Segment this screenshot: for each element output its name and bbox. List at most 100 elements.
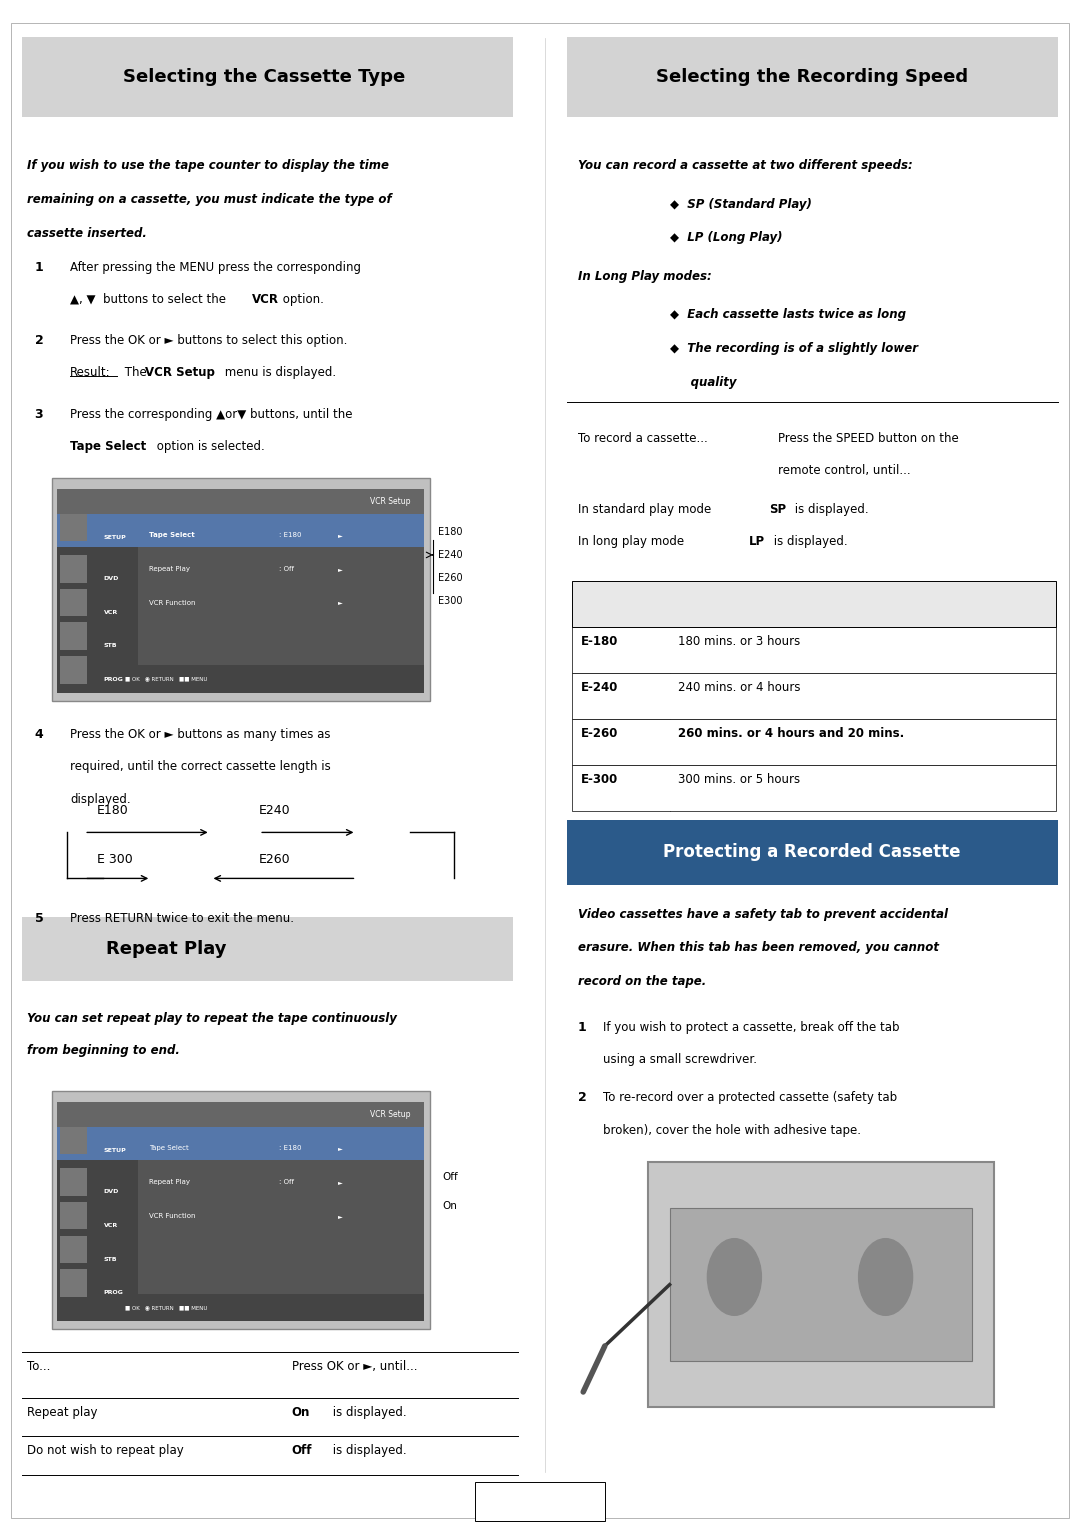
Text: The: The xyxy=(121,366,150,379)
Text: If you wish to use the tape counter to display the time: If you wish to use the tape counter to d… xyxy=(27,159,389,172)
Bar xyxy=(670,1208,972,1361)
Text: is displayed.: is displayed. xyxy=(791,503,868,515)
Text: PROG: PROG xyxy=(104,1291,123,1295)
Text: Selecting the Recording Speed: Selecting the Recording Speed xyxy=(656,67,969,86)
Text: E180: E180 xyxy=(97,805,129,817)
Text: 240 mins. or 4 hours: 240 mins. or 4 hours xyxy=(678,681,800,693)
Bar xyxy=(57,489,424,517)
Text: Repeat Play: Repeat Play xyxy=(149,566,190,572)
Bar xyxy=(60,1127,87,1154)
Text: Press the SPEED button on the: Press the SPEED button on the xyxy=(778,432,958,445)
Text: E-240: E-240 xyxy=(581,681,619,693)
Text: Repeat play: Repeat play xyxy=(27,1406,97,1418)
Circle shape xyxy=(707,1239,761,1315)
Text: If you wish to protect a cassette, break off the tab: If you wish to protect a cassette, break… xyxy=(603,1021,900,1033)
Bar xyxy=(572,673,1056,719)
Text: E-300: E-300 xyxy=(581,773,618,785)
Text: SETUP: SETUP xyxy=(104,1148,126,1153)
Text: In Long Play modes:: In Long Play modes: xyxy=(578,270,712,282)
Text: Off: Off xyxy=(443,1173,459,1182)
Text: 3: 3 xyxy=(35,408,43,420)
Text: Repeat Play: Repeat Play xyxy=(106,940,227,958)
Text: Off: Off xyxy=(292,1444,312,1456)
Bar xyxy=(572,719,1056,765)
Text: E260: E260 xyxy=(438,573,463,583)
Text: Press OK or ►, until...: Press OK or ►, until... xyxy=(292,1360,417,1372)
Text: required, until the correct cassette length is: required, until the correct cassette len… xyxy=(70,760,330,773)
Text: Do not wish to repeat play: Do not wish to repeat play xyxy=(27,1444,184,1456)
Text: ►: ► xyxy=(338,567,342,572)
Bar xyxy=(57,532,138,693)
Text: ■ OK   ◉ RETURN   ■■ MENU: ■ OK ◉ RETURN ■■ MENU xyxy=(125,1305,207,1311)
Text: E-260: E-260 xyxy=(581,727,619,739)
Bar xyxy=(57,1127,424,1160)
Text: ◆  Each cassette lasts twice as long: ◆ Each cassette lasts twice as long xyxy=(670,308,906,320)
Text: STB: STB xyxy=(104,1257,118,1262)
Text: : Off: : Off xyxy=(279,566,294,572)
Text: E260: E260 xyxy=(259,854,291,866)
Bar xyxy=(567,37,1058,117)
Text: To re-record over a protected cassette (safety tab: To re-record over a protected cassette (… xyxy=(603,1091,896,1104)
Text: erasure. When this tab has been removed, you cannot: erasure. When this tab has been removed,… xyxy=(578,941,939,954)
Text: On: On xyxy=(292,1406,310,1418)
Text: is displayed.: is displayed. xyxy=(770,535,848,547)
Text: DVD: DVD xyxy=(104,576,119,581)
Text: You can set repeat play to repeat the tape continuously: You can set repeat play to repeat the ta… xyxy=(27,1012,396,1024)
Text: STB: STB xyxy=(104,644,118,648)
Text: is displayed.: is displayed. xyxy=(329,1444,407,1456)
Bar xyxy=(60,589,87,616)
Text: is displayed.: is displayed. xyxy=(329,1406,407,1418)
Text: DVD: DVD xyxy=(104,1190,119,1194)
Text: 1: 1 xyxy=(35,261,43,273)
Text: After pressing the MENU press the corresponding: After pressing the MENU press the corres… xyxy=(70,261,361,273)
Bar xyxy=(60,514,87,541)
Text: VCR Setup: VCR Setup xyxy=(145,366,215,379)
Text: option is selected.: option is selected. xyxy=(153,440,265,452)
Bar xyxy=(60,622,87,650)
Text: To record a cassette...: To record a cassette... xyxy=(578,432,707,445)
Text: ■ OK   ◉ RETURN   ■■ MENU: ■ OK ◉ RETURN ■■ MENU xyxy=(125,676,207,682)
Text: VCR Function: VCR Function xyxy=(149,599,195,606)
Bar xyxy=(57,1294,424,1321)
Text: VCR Setup: VCR Setup xyxy=(369,497,410,506)
Text: VCR Setup: VCR Setup xyxy=(369,1110,410,1119)
Text: 2: 2 xyxy=(35,334,43,346)
Text: ◆  SP (Standard Play): ◆ SP (Standard Play) xyxy=(670,198,811,210)
Bar xyxy=(57,514,424,547)
Text: Selecting the Cassette Type: Selecting the Cassette Type xyxy=(123,67,406,86)
Text: In long play mode: In long play mode xyxy=(578,535,706,547)
Text: 260 mins. or 4 hours and 20 mins.: 260 mins. or 4 hours and 20 mins. xyxy=(678,727,904,739)
Bar xyxy=(22,37,513,117)
Bar xyxy=(648,1162,994,1407)
Text: broken), cover the hole with adhesive tape.: broken), cover the hole with adhesive ta… xyxy=(603,1124,861,1136)
Text: displayed.: displayed. xyxy=(70,793,131,805)
Text: ►: ► xyxy=(338,1214,342,1219)
Text: Type: Type xyxy=(581,589,611,601)
Text: ◆  The recording is of a slightly lower: ◆ The recording is of a slightly lower xyxy=(670,342,918,354)
Bar xyxy=(60,555,87,583)
Text: E180: E180 xyxy=(438,527,463,537)
Text: cassette inserted.: cassette inserted. xyxy=(27,227,147,239)
Bar xyxy=(57,1145,138,1321)
Text: Repeat Play: Repeat Play xyxy=(149,1179,190,1185)
Text: Tape Select: Tape Select xyxy=(149,532,194,538)
Bar xyxy=(60,1202,87,1229)
Text: : Off: : Off xyxy=(279,1179,294,1185)
Bar xyxy=(572,627,1056,673)
Text: ►: ► xyxy=(338,1180,342,1185)
Text: VCR Function: VCR Function xyxy=(149,1213,195,1219)
Text: Tape Select: Tape Select xyxy=(70,440,147,452)
Text: using a small screwdriver.: using a small screwdriver. xyxy=(603,1053,757,1065)
Text: : E180: : E180 xyxy=(279,1145,301,1151)
Bar xyxy=(57,1107,424,1321)
Text: Press the OK or ► buttons to select this option.: Press the OK or ► buttons to select this… xyxy=(70,334,348,346)
Text: To...: To... xyxy=(27,1360,51,1372)
Text: ▲, ▼  buttons to select the: ▲, ▼ buttons to select the xyxy=(70,293,230,305)
Text: 180 mins. or 3 hours: 180 mins. or 3 hours xyxy=(678,635,800,647)
Bar xyxy=(57,494,424,693)
Text: On: On xyxy=(443,1202,458,1211)
Text: Recording Time (in SP): Recording Time (in SP) xyxy=(678,589,831,601)
Bar xyxy=(60,1269,87,1297)
Text: Video cassettes have a safety tab to prevent accidental: Video cassettes have a safety tab to pre… xyxy=(578,908,948,920)
Text: VCR: VCR xyxy=(104,610,118,615)
